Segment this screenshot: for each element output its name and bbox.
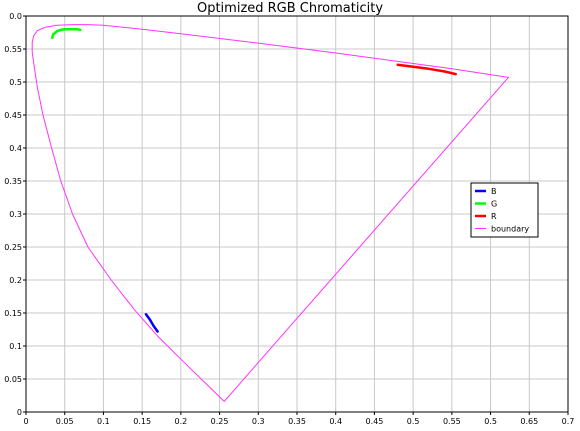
legend-label-g: G xyxy=(491,200,497,209)
x-tick-label: 0.4 xyxy=(329,417,342,426)
x-tick-label: 0.1 xyxy=(97,417,110,426)
x-tick-label: 0.15 xyxy=(133,417,151,426)
series-line-r xyxy=(396,63,457,76)
x-tick-label: 0.5 xyxy=(407,417,420,426)
chart-title: Optimized RGB Chromaticity xyxy=(196,1,384,16)
y-tick-label: 0.5 xyxy=(9,78,22,87)
axes: 0 0.05 0.1 0.15 0.2 0.25 0.3 0.35 0.4 0.45 0.5 0.55… xyxy=(4,12,574,426)
y-tick-label: 0.0 xyxy=(9,12,22,21)
x-tick-label: 0.2 xyxy=(174,417,187,426)
x-tick-label: 0.05 xyxy=(56,417,74,426)
legend-label-boundary: boundary xyxy=(491,225,529,234)
series-layer xyxy=(31,24,509,402)
y-tick-label: 0.1 xyxy=(9,342,22,351)
y-tick-label: 0.4 xyxy=(9,144,22,153)
y-tick-label: 0 xyxy=(17,408,22,417)
y-tick-label: 0.05 xyxy=(4,375,22,384)
y-tick-label: 0.3 xyxy=(9,210,22,219)
y-tick-label: 0.35 xyxy=(4,177,22,186)
x-tick-label: 0.55 xyxy=(443,417,461,426)
x-tick-label: 0 xyxy=(23,417,28,426)
series-line-b xyxy=(144,313,159,333)
x-tick-label: 0.45 xyxy=(366,417,384,426)
y-tick-label: 0.45 xyxy=(4,111,22,120)
x-tick-label: 0.7 xyxy=(562,417,575,426)
y-tick-label: 0.25 xyxy=(4,243,22,252)
y-tick-label: 0.55 xyxy=(4,45,22,54)
x-tick-label: 0.3 xyxy=(252,417,265,426)
x-tick-label: 0.35 xyxy=(288,417,306,426)
series-line-boundary xyxy=(31,24,509,402)
series-line-g xyxy=(51,27,82,40)
x-tick-label: 0.65 xyxy=(520,417,538,426)
legend-label-r: R xyxy=(491,212,497,221)
y-tick-label: 0.2 xyxy=(9,276,22,285)
x-tick-label: 0.5 xyxy=(484,417,497,426)
y-tick-label: 0.15 xyxy=(4,309,22,318)
x-tick-label: 0.25 xyxy=(211,417,229,426)
legend-label-b: B xyxy=(491,187,497,196)
